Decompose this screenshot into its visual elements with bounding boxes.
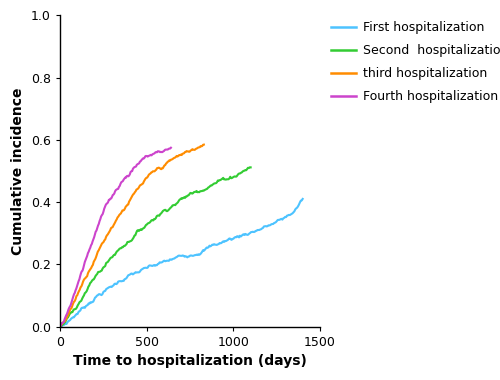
First hospitalization bbox=[136, 270, 142, 274]
Second  hospitalization bbox=[167, 206, 173, 211]
Second  hospitalization bbox=[100, 266, 105, 271]
Second  hospitalization bbox=[105, 260, 111, 264]
Fourth hospitalization bbox=[136, 161, 142, 166]
Legend: First hospitalization, Second  hospitalization, third hospitalization, Fourth ho: First hospitalization, Second hospitaliz… bbox=[332, 21, 500, 103]
Second  hospitalization bbox=[218, 177, 224, 182]
third hospitalization bbox=[64, 316, 70, 320]
Fourth hospitalization bbox=[57, 325, 63, 329]
Line: Fourth hospitalization: Fourth hospitalization bbox=[60, 148, 171, 327]
Fourth hospitalization bbox=[146, 154, 152, 158]
Y-axis label: Cumulative incidence: Cumulative incidence bbox=[12, 87, 26, 255]
Second  hospitalization bbox=[247, 165, 253, 169]
third hospitalization bbox=[81, 278, 87, 282]
First hospitalization bbox=[57, 325, 63, 329]
Fourth hospitalization bbox=[91, 235, 97, 239]
Line: First hospitalization: First hospitalization bbox=[60, 199, 302, 327]
First hospitalization bbox=[148, 263, 154, 268]
First hospitalization bbox=[162, 258, 168, 263]
Second  hospitalization bbox=[57, 325, 63, 329]
Fourth hospitalization bbox=[65, 309, 71, 314]
third hospitalization bbox=[201, 142, 207, 147]
third hospitalization bbox=[70, 304, 75, 308]
X-axis label: Time to hospitalization (days): Time to hospitalization (days) bbox=[73, 355, 307, 368]
Line: Second  hospitalization: Second hospitalization bbox=[60, 167, 250, 327]
First hospitalization bbox=[64, 322, 70, 326]
First hospitalization bbox=[209, 242, 215, 247]
Second  hospitalization bbox=[165, 208, 171, 212]
Line: third hospitalization: third hospitalization bbox=[60, 145, 204, 327]
Fourth hospitalization bbox=[74, 286, 80, 291]
third hospitalization bbox=[138, 182, 144, 187]
First hospitalization bbox=[300, 196, 306, 201]
Second  hospitalization bbox=[248, 165, 254, 169]
Second  hospitalization bbox=[204, 187, 210, 192]
Fourth hospitalization bbox=[148, 153, 154, 157]
third hospitalization bbox=[191, 147, 197, 152]
third hospitalization bbox=[104, 232, 110, 237]
First hospitalization bbox=[196, 252, 202, 257]
Fourth hospitalization bbox=[168, 146, 174, 150]
third hospitalization bbox=[57, 325, 63, 329]
